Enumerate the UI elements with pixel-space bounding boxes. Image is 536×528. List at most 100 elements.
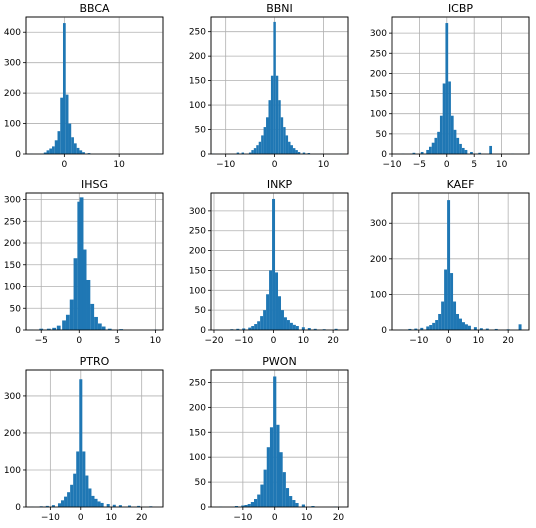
histogram-bar — [263, 469, 267, 507]
histogram-bar — [295, 503, 299, 507]
x-tick-label: −10 — [383, 160, 402, 170]
histogram-bar — [254, 324, 258, 330]
x-tick-label: −10 — [216, 160, 235, 170]
histogram-bar — [79, 150, 83, 154]
histogram-bar — [442, 83, 446, 154]
histogram-bar — [297, 152, 301, 154]
y-tick-label: 250 — [189, 378, 206, 388]
histogram-bar — [71, 137, 74, 154]
histogram-bar — [62, 23, 66, 155]
histogram-bar — [478, 152, 482, 154]
histogram-bar — [286, 320, 290, 330]
histogram-bar — [79, 197, 84, 330]
histogram-bar — [275, 272, 279, 330]
x-tick-label: −20 — [204, 336, 223, 346]
histogram-bar — [52, 327, 57, 330]
histogram-bar — [91, 495, 95, 507]
y-tick-label: 100 — [4, 120, 21, 130]
x-tick-label: 10 — [301, 513, 313, 523]
histogram-bar — [414, 328, 418, 330]
histogram-bar — [258, 141, 262, 154]
histogram-bar — [244, 505, 248, 507]
histogram-bar — [60, 97, 63, 154]
y-tick-label: 200 — [4, 89, 21, 99]
histogram-bar — [82, 451, 86, 507]
histogram-bar — [434, 137, 438, 154]
histogram-bar — [73, 143, 77, 154]
histogram-bar — [307, 153, 311, 154]
histogram-bar — [285, 488, 290, 507]
axes-border — [25, 16, 164, 155]
x-tick-label: −10 — [409, 336, 428, 346]
histogram-bar — [426, 326, 430, 330]
y-tick-label: 50 — [195, 306, 207, 316]
histogram-bar — [65, 94, 69, 154]
x-tick-label: 10 — [106, 513, 118, 523]
histogram-bar — [278, 100, 281, 154]
histogram-bar — [439, 115, 443, 154]
histogram-bar — [461, 322, 465, 330]
y-tick-label: 100 — [370, 290, 387, 300]
histogram-bar — [251, 326, 255, 330]
histogram-bar — [242, 328, 246, 330]
histogram-bar — [61, 500, 65, 507]
histogram-bar — [94, 316, 98, 330]
histogram-bar — [464, 324, 468, 330]
histogram-bar — [518, 324, 522, 330]
histogram-bar — [39, 328, 44, 330]
histogram-bar — [429, 325, 433, 330]
histogram-bar — [270, 75, 274, 154]
histogram-bar — [313, 328, 317, 330]
y-tick-label: 50 — [10, 304, 22, 314]
histogram-bar — [311, 506, 315, 507]
histogram-bar — [250, 502, 255, 507]
histogram-bar — [46, 328, 51, 330]
axes-border — [25, 369, 164, 508]
x-tick-label: 10 — [473, 336, 485, 346]
y-tick-label: 200 — [4, 239, 21, 249]
histogram-bar — [301, 504, 305, 507]
histogram-bar — [282, 472, 286, 507]
histogram-bar — [283, 127, 286, 154]
histogram-bar — [450, 115, 454, 154]
histogram-bar — [261, 135, 264, 154]
histogram-bar — [45, 505, 49, 507]
histogram-bar — [67, 492, 71, 507]
histogram-bar — [119, 329, 124, 330]
histogram-bar — [273, 21, 276, 155]
y-tick-label: 100 — [189, 453, 206, 463]
histogram-bar — [68, 123, 72, 154]
histogram-bar — [268, 100, 271, 154]
axes-frame — [25, 369, 164, 508]
histogram-bar — [275, 75, 279, 154]
histogram-bar — [278, 296, 281, 330]
x-tick-label: 0 — [271, 336, 277, 346]
y-tick-label: 100 — [189, 286, 206, 296]
histogram-bar — [273, 376, 277, 507]
histogram-bar — [494, 328, 498, 330]
x-tick-label: 20 — [502, 336, 514, 346]
y-tick-label: 0 — [15, 150, 21, 160]
histogram-bar — [307, 328, 311, 330]
x-tick-label: 20 — [327, 336, 339, 346]
histogram-bar — [408, 328, 412, 330]
histogram-bar — [266, 117, 269, 154]
histogram-bar — [447, 200, 451, 330]
x-tick-label: −5 — [35, 336, 48, 346]
histogram-bar — [453, 301, 457, 330]
histogram-bar — [459, 318, 462, 330]
panel-title: BBCA — [79, 2, 110, 15]
y-tick-label: 250 — [189, 28, 206, 38]
histogram-bar — [57, 503, 62, 507]
histogram-bar — [88, 488, 92, 507]
histogram-bar — [489, 145, 493, 154]
panel-title: PTRO — [80, 355, 110, 368]
histogram-bar — [280, 117, 284, 154]
x-tick-label: 5 — [114, 336, 120, 346]
histogram-bar — [432, 322, 436, 330]
